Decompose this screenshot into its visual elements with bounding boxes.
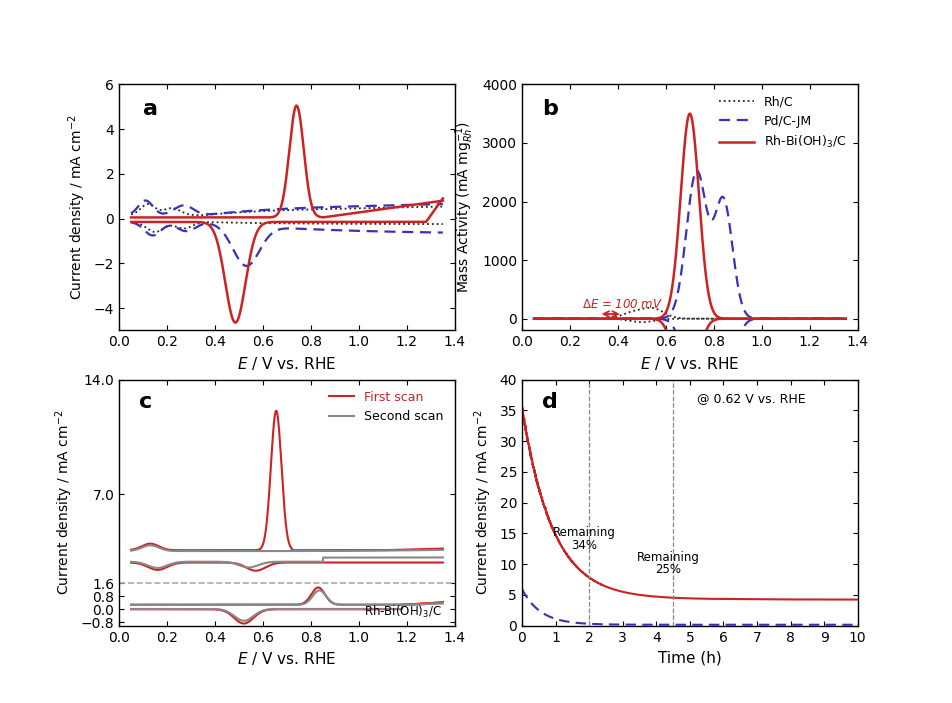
- Text: 25%: 25%: [654, 563, 681, 576]
- Text: Remaining: Remaining: [552, 527, 615, 539]
- Text: Rh-Bi(OH)$_3$/C: Rh-Bi(OH)$_3$/C: [364, 604, 441, 620]
- Y-axis label: Mass Activity (mA mg$^{-1}_{Rh}$): Mass Activity (mA mg$^{-1}_{Rh}$): [453, 122, 476, 293]
- Text: d: d: [542, 392, 558, 412]
- Y-axis label: Current density / mA cm$^{-2}$: Current density / mA cm$^{-2}$: [53, 410, 75, 595]
- Text: 34%: 34%: [570, 538, 597, 552]
- Y-axis label: Current density / mA cm$^{-2}$: Current density / mA cm$^{-2}$: [67, 115, 89, 300]
- Y-axis label: Current density / mA cm$^{-2}$: Current density / mA cm$^{-2}$: [472, 410, 493, 595]
- Text: a: a: [143, 99, 157, 119]
- Text: @ 0.62 V vs. RHE: @ 0.62 V vs. RHE: [696, 392, 804, 405]
- Legend: First scan, Second scan: First scan, Second scan: [324, 386, 448, 428]
- X-axis label: $\it{E}$ / V vs. RHE: $\it{E}$ / V vs. RHE: [237, 650, 336, 667]
- X-axis label: Time (h): Time (h): [657, 650, 721, 665]
- X-axis label: $\it{E}$ / V vs. RHE: $\it{E}$ / V vs. RHE: [640, 355, 739, 372]
- X-axis label: $\it{E}$ / V vs. RHE: $\it{E}$ / V vs. RHE: [237, 355, 336, 372]
- Text: $\Delta$E = 100 mV: $\Delta$E = 100 mV: [582, 298, 663, 311]
- Legend: Rh/C, Pd/C-JM, Rh-Bi(OH)$_3$/C: Rh/C, Pd/C-JM, Rh-Bi(OH)$_3$/C: [713, 91, 850, 155]
- Text: Remaining: Remaining: [636, 551, 699, 564]
- Text: c: c: [139, 392, 152, 412]
- Text: b: b: [542, 99, 558, 119]
